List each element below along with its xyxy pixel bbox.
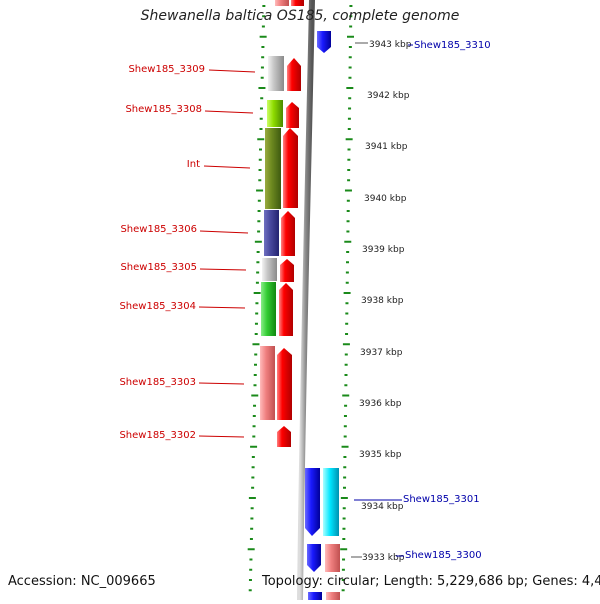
gene-arrow-3302 <box>277 426 291 447</box>
scale-label: 3941 kbp <box>365 142 408 152</box>
leader-line-3308 <box>204 110 254 114</box>
gene-label-3310[interactable]: Shew185_3310 <box>414 40 491 51</box>
gene-arrow-3309 <box>287 58 301 91</box>
gene-arrow-3308 <box>286 102 299 128</box>
gene-block-int <box>265 128 281 209</box>
genome-summary-text: Topology: circular; Length: 5,229,686 bp… <box>262 574 600 589</box>
gene-arrow-3304 <box>279 283 293 336</box>
gene-label-3308[interactable]: Shew185_3308 <box>125 104 202 115</box>
scale-label: 3936 kbp <box>359 399 402 409</box>
leader-line-3302 <box>198 435 245 438</box>
gene-arrow-3303 <box>277 348 292 420</box>
gene-arrow-3310 <box>317 31 331 53</box>
left-gene-blocks <box>260 56 284 420</box>
gene-block-3303 <box>260 346 275 420</box>
leader-line-3309 <box>208 69 256 73</box>
page-title: Shewanella baltica OS185, complete genom… <box>140 8 460 24</box>
accession-text: Accession: NC_009665 <box>8 574 156 589</box>
gene-label-int[interactable]: Int <box>187 159 200 170</box>
scale-label: 3942 kbp <box>367 91 410 101</box>
scale-label: 3937 kbp <box>360 348 403 358</box>
scale-label: 3938 kbp <box>361 296 404 306</box>
forward-genes <box>277 0 304 447</box>
gene-block-bottom-partial <box>326 592 340 600</box>
gene-label-3309[interactable]: Shew185_3309 <box>128 64 205 75</box>
gene-block-3304 <box>261 282 276 336</box>
gene-block-3309 <box>268 56 284 91</box>
right-tick-guide <box>340 5 355 592</box>
gene-arrow-3300 <box>307 544 321 572</box>
left-gene-labels: Shew185_3309 Shew185_3308 Int Shew185_33… <box>119 64 256 441</box>
gene-block-3301 <box>323 468 339 536</box>
leader-line-int <box>203 165 251 169</box>
gene-label-3303[interactable]: Shew185_3303 <box>119 377 196 388</box>
gene-block-3308 <box>267 100 283 127</box>
scale-label: 3939 kbp <box>362 245 405 255</box>
gene-label-3301[interactable]: Shew185_3301 <box>403 494 480 505</box>
gene-label-3302[interactable]: Shew185_3302 <box>119 430 196 441</box>
right-gene-labels: Shew185_3310 Shew185_3301 Shew185_3300 <box>354 40 491 561</box>
gene-block-3305 <box>262 258 277 281</box>
gene-label-3304[interactable]: Shew185_3304 <box>119 301 196 312</box>
gene-arrow-top-partial <box>291 0 304 6</box>
leader-line-3304 <box>198 306 246 309</box>
genome-backbone <box>297 0 315 601</box>
gene-block-3300 <box>325 544 340 572</box>
scale-label: 3935 kbp <box>359 450 402 460</box>
right-gene-blocks <box>323 468 340 600</box>
gene-label-3300[interactable]: Shew185_3300 <box>405 550 482 561</box>
reverse-genes <box>305 31 331 600</box>
left-tick-guide <box>247 5 267 592</box>
leader-line-3306 <box>199 230 249 234</box>
scale-labels: 3943 kbp 3942 kbp 3941 kbp 3940 kbp 3939… <box>351 40 412 563</box>
scale-label: 3934 kbp <box>361 502 404 512</box>
gene-arrow-3305 <box>280 259 294 282</box>
scale-label: 3943 kbp <box>369 40 412 50</box>
leader-line-3303 <box>198 382 245 385</box>
leader-line-3305 <box>199 268 247 271</box>
gene-block-top-partial <box>275 0 289 6</box>
scale-label: 3940 kbp <box>364 194 407 204</box>
gene-label-3306[interactable]: Shew185_3306 <box>120 224 197 235</box>
gene-arrow-int <box>283 128 298 208</box>
scale-label: 3933 kbp <box>362 553 405 563</box>
gene-arrow-bottom-partial <box>308 592 322 600</box>
gene-arrow-3306 <box>281 211 295 256</box>
gene-block-3306 <box>264 210 279 256</box>
gene-label-3305[interactable]: Shew185_3305 <box>120 262 197 273</box>
gene-arrow-3301 <box>305 468 320 536</box>
